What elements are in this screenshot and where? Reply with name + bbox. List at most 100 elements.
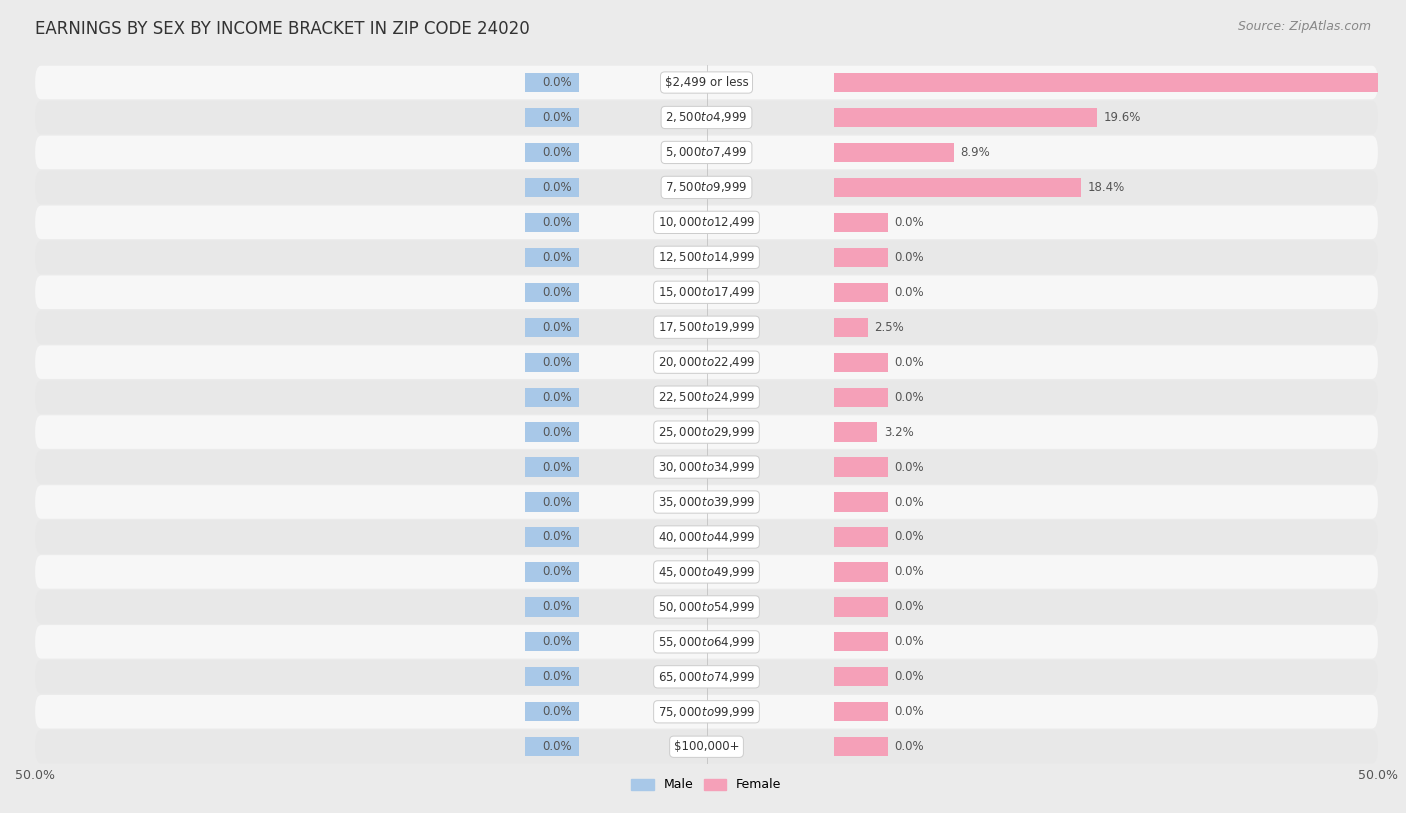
Bar	[834, 213, 887, 232]
Bar	[526, 667, 579, 686]
Bar	[526, 248, 579, 267]
Text: 0.0%: 0.0%	[543, 601, 572, 613]
Text: $15,000 to $17,499: $15,000 to $17,499	[658, 285, 755, 299]
Text: $45,000 to $49,999: $45,000 to $49,999	[658, 565, 755, 579]
Text: $65,000 to $74,999: $65,000 to $74,999	[658, 670, 755, 684]
Text: 0.0%: 0.0%	[894, 706, 924, 718]
Bar	[526, 318, 579, 337]
Text: 0.0%: 0.0%	[543, 321, 572, 333]
Bar	[526, 458, 579, 476]
Text: $55,000 to $64,999: $55,000 to $64,999	[658, 635, 755, 649]
Bar	[834, 458, 887, 476]
Text: 0.0%: 0.0%	[543, 741, 572, 753]
Text: 0.0%: 0.0%	[543, 181, 572, 193]
Text: 0.0%: 0.0%	[894, 601, 924, 613]
Bar	[526, 73, 579, 92]
Bar	[526, 702, 579, 721]
Text: 0.0%: 0.0%	[543, 566, 572, 578]
FancyBboxPatch shape	[35, 695, 1378, 728]
Text: $10,000 to $12,499: $10,000 to $12,499	[658, 215, 755, 229]
Text: $75,000 to $99,999: $75,000 to $99,999	[658, 705, 755, 719]
Text: EARNINGS BY SEX BY INCOME BRACKET IN ZIP CODE 24020: EARNINGS BY SEX BY INCOME BRACKET IN ZIP…	[35, 20, 530, 38]
Text: 0.0%: 0.0%	[543, 531, 572, 543]
Text: 0.0%: 0.0%	[543, 356, 572, 368]
Text: $35,000 to $39,999: $35,000 to $39,999	[658, 495, 755, 509]
Text: 0.0%: 0.0%	[543, 706, 572, 718]
Bar	[834, 702, 887, 721]
Text: $2,500 to $4,999: $2,500 to $4,999	[665, 111, 748, 124]
Text: 0.0%: 0.0%	[894, 671, 924, 683]
Text: $2,499 or less: $2,499 or less	[665, 76, 748, 89]
Bar	[526, 633, 579, 651]
Bar	[526, 598, 579, 616]
Text: 0.0%: 0.0%	[894, 636, 924, 648]
Bar	[834, 528, 887, 546]
FancyBboxPatch shape	[35, 206, 1378, 239]
Text: $12,500 to $14,999: $12,500 to $14,999	[658, 250, 755, 264]
FancyBboxPatch shape	[35, 136, 1378, 169]
FancyBboxPatch shape	[35, 660, 1378, 693]
Bar	[834, 283, 887, 302]
FancyBboxPatch shape	[35, 485, 1378, 519]
Bar	[834, 633, 887, 651]
Bar	[834, 423, 877, 441]
Text: 0.0%: 0.0%	[894, 566, 924, 578]
Text: 0.0%: 0.0%	[543, 391, 572, 403]
Bar	[526, 528, 579, 546]
FancyBboxPatch shape	[35, 241, 1378, 274]
FancyBboxPatch shape	[35, 415, 1378, 449]
Text: $5,000 to $7,499: $5,000 to $7,499	[665, 146, 748, 159]
Text: 0.0%: 0.0%	[543, 636, 572, 648]
Text: 0.0%: 0.0%	[543, 426, 572, 438]
Bar	[834, 108, 1097, 127]
Text: 0.0%: 0.0%	[543, 216, 572, 228]
Text: 0.0%: 0.0%	[894, 496, 924, 508]
FancyBboxPatch shape	[35, 380, 1378, 414]
FancyBboxPatch shape	[35, 730, 1378, 763]
FancyBboxPatch shape	[35, 276, 1378, 309]
Text: 0.0%: 0.0%	[543, 111, 572, 124]
Bar	[834, 667, 887, 686]
Text: 0.0%: 0.0%	[894, 216, 924, 228]
FancyBboxPatch shape	[35, 450, 1378, 484]
Text: $17,500 to $19,999: $17,500 to $19,999	[658, 320, 755, 334]
FancyBboxPatch shape	[35, 171, 1378, 204]
Text: $30,000 to $34,999: $30,000 to $34,999	[658, 460, 755, 474]
Text: 0.0%: 0.0%	[894, 286, 924, 298]
Text: 0.0%: 0.0%	[543, 671, 572, 683]
Text: $100,000+: $100,000+	[673, 741, 740, 753]
Text: 18.4%: 18.4%	[1088, 181, 1125, 193]
Bar	[834, 143, 953, 162]
Text: 0.0%: 0.0%	[894, 251, 924, 263]
FancyBboxPatch shape	[35, 101, 1378, 134]
Bar	[526, 493, 579, 511]
Bar	[526, 737, 579, 756]
Text: 3.2%: 3.2%	[884, 426, 914, 438]
Text: 0.0%: 0.0%	[543, 496, 572, 508]
Text: $40,000 to $44,999: $40,000 to $44,999	[658, 530, 755, 544]
Text: 0.0%: 0.0%	[894, 391, 924, 403]
FancyBboxPatch shape	[35, 346, 1378, 379]
Text: 0.0%: 0.0%	[543, 76, 572, 89]
Text: Source: ZipAtlas.com: Source: ZipAtlas.com	[1237, 20, 1371, 33]
Text: 2.5%: 2.5%	[875, 321, 904, 333]
Text: $50,000 to $54,999: $50,000 to $54,999	[658, 600, 755, 614]
Text: 0.0%: 0.0%	[894, 356, 924, 368]
Bar	[526, 178, 579, 197]
Bar	[526, 143, 579, 162]
Text: 0.0%: 0.0%	[894, 461, 924, 473]
Bar	[834, 178, 1081, 197]
Text: 0.0%: 0.0%	[543, 251, 572, 263]
Text: $7,500 to $9,999: $7,500 to $9,999	[665, 180, 748, 194]
Legend: Male, Female: Male, Female	[627, 773, 786, 797]
Bar	[526, 283, 579, 302]
Bar	[834, 493, 887, 511]
Text: $22,500 to $24,999: $22,500 to $24,999	[658, 390, 755, 404]
Text: 0.0%: 0.0%	[894, 741, 924, 753]
Bar	[834, 563, 887, 581]
Text: $25,000 to $29,999: $25,000 to $29,999	[658, 425, 755, 439]
Bar	[526, 563, 579, 581]
Bar	[526, 213, 579, 232]
Bar	[834, 598, 887, 616]
Bar	[526, 108, 579, 127]
